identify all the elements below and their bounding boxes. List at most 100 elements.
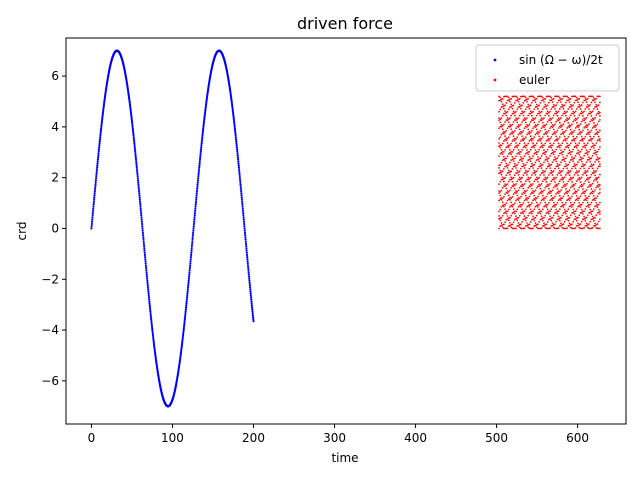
- data-point-euler: [533, 99, 536, 102]
- data-point-euler: [534, 117, 537, 119]
- data-point-euler: [524, 172, 527, 174]
- data-point-euler: [562, 156, 565, 158]
- data-point-euler: [549, 142, 551, 145]
- data-point-euler: [580, 208, 583, 211]
- data-point-euler: [500, 199, 503, 201]
- data-point-euler: [544, 214, 547, 217]
- data-point-euler: [586, 204, 589, 207]
- data-point-euler: [513, 129, 516, 132]
- data-point-euler: [594, 149, 596, 152]
- data-point-euler: [594, 98, 596, 101]
- data-point-sine: [191, 236, 194, 239]
- data-point-sine: [135, 162, 138, 165]
- data-point-euler: [511, 132, 514, 135]
- data-point-euler: [592, 224, 595, 227]
- data-point-euler: [580, 211, 583, 214]
- data-point-euler: [579, 150, 582, 153]
- data-point-euler: [511, 151, 514, 153]
- data-point-euler: [574, 167, 577, 170]
- data-point-euler: [572, 148, 575, 151]
- data-point-euler: [512, 138, 515, 141]
- data-point-sine: [100, 127, 103, 130]
- data-point-euler: [541, 136, 544, 138]
- data-point-euler: [577, 189, 579, 191]
- data-point-euler: [578, 106, 581, 108]
- data-point-sine: [99, 132, 102, 135]
- data-point-sine: [251, 314, 254, 317]
- data-point-sine: [201, 136, 204, 139]
- data-point-euler: [592, 135, 595, 138]
- data-point-sine: [143, 251, 146, 254]
- data-point-euler: [569, 124, 572, 127]
- data-point-euler: [571, 150, 573, 153]
- data-point-sine: [101, 118, 104, 121]
- data-point-euler: [540, 137, 543, 140]
- data-point-euler: [558, 99, 561, 102]
- data-point-euler: [591, 199, 594, 201]
- data-point-euler: [538, 131, 540, 134]
- data-point-euler: [544, 142, 547, 145]
- data-point-euler: [527, 176, 530, 179]
- data-point-sine: [196, 187, 199, 190]
- data-point-euler: [512, 208, 515, 211]
- data-point-euler: [583, 145, 585, 148]
- data-point-euler: [527, 103, 530, 106]
- data-point-sine: [136, 177, 139, 180]
- data-point-sine: [202, 121, 205, 124]
- data-point-euler: [535, 226, 538, 229]
- data-point-euler: [498, 192, 500, 194]
- data-point-euler: [594, 144, 596, 147]
- data-point-euler: [498, 218, 500, 220]
- data-point-euler: [512, 104, 515, 107]
- data-point-sine: [144, 264, 148, 267]
- data-point-euler: [549, 218, 551, 220]
- data-point-euler: [516, 180, 519, 183]
- data-point-euler: [592, 208, 595, 210]
- data-point-euler: [590, 157, 593, 159]
- data-point-euler: [503, 195, 505, 198]
- data-point-euler: [573, 213, 576, 215]
- data-point-euler: [535, 132, 538, 134]
- data-point-euler: [589, 138, 592, 141]
- data-point-euler: [507, 194, 510, 197]
- data-point-sine: [145, 275, 149, 278]
- data-point-euler: [503, 177, 505, 180]
- data-point-euler: [517, 206, 520, 208]
- data-point-sine: [139, 205, 142, 208]
- data-point-euler: [552, 106, 555, 108]
- data-point-sine: [152, 336, 155, 339]
- data-point-euler: [580, 203, 583, 206]
- data-point-euler: [541, 198, 544, 200]
- data-point-sine: [94, 185, 97, 188]
- data-point-sine: [244, 236, 247, 239]
- data-point-sine: [97, 154, 100, 157]
- data-point-euler: [510, 197, 513, 200]
- data-point-sine: [129, 108, 132, 111]
- data-point-sine: [95, 170, 98, 173]
- data-point-euler: [586, 197, 589, 200]
- data-point-euler: [554, 158, 556, 161]
- data-point-sine: [133, 144, 136, 147]
- data-point-euler: [592, 190, 595, 193]
- data-point-euler: [535, 114, 538, 117]
- data-point-sine: [133, 148, 137, 151]
- data-point-euler: [535, 201, 538, 204]
- data-point-euler: [544, 226, 547, 229]
- data-point-euler: [550, 99, 553, 102]
- data-point-euler: [583, 164, 585, 167]
- data-point-euler: [595, 179, 598, 181]
- data-point-sine: [181, 338, 184, 341]
- data-point-euler: [588, 227, 590, 230]
- data-point-euler: [596, 167, 599, 170]
- data-point-euler: [528, 156, 531, 158]
- data-point-euler: [516, 121, 519, 124]
- data-point-sine: [192, 222, 196, 226]
- data-point-sine: [137, 185, 140, 188]
- data-point-euler: [530, 157, 533, 160]
- data-point-sine: [202, 123, 205, 126]
- data-point-sine: [134, 156, 137, 159]
- data-point-euler: [572, 165, 575, 168]
- data-point-euler: [543, 126, 545, 128]
- data-point-euler: [528, 195, 531, 198]
- data-point-euler: [591, 164, 594, 167]
